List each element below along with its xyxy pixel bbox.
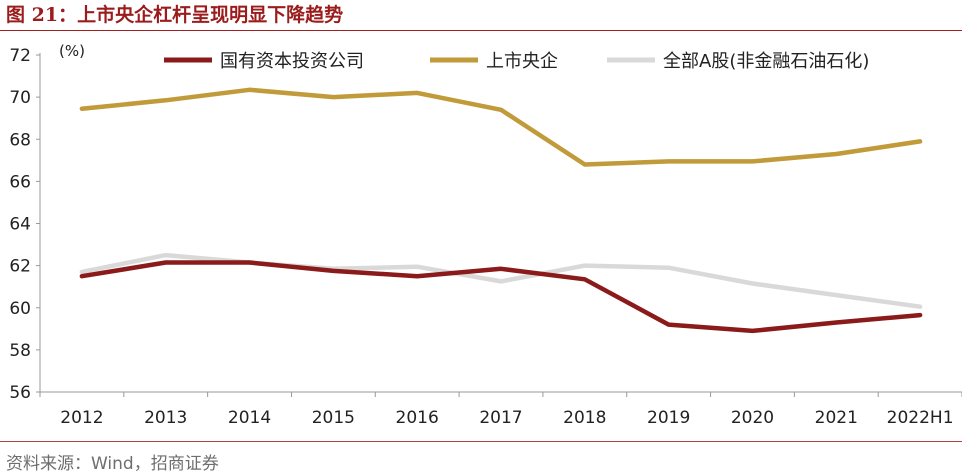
legend-label: 全部A股(非金融石油石化): [663, 51, 869, 72]
figure-title-text: 上市央企杠杆呈现明显下降趋势: [77, 4, 344, 26]
figure-number: 图 21：: [6, 4, 78, 26]
y-tick-label: 64: [9, 215, 31, 235]
y-tick-label: 58: [9, 341, 31, 361]
y-tick-label: 60: [9, 299, 31, 319]
x-tick-label: 2020: [731, 408, 774, 428]
y-tick-label: 72: [9, 46, 31, 66]
legend: 国有资本投资公司 上市央企 全部A股(非金融石油石化): [164, 51, 869, 72]
x-tick-label: 2022H1: [887, 408, 954, 428]
x-tick-label: 2019: [647, 408, 690, 428]
legend-label: 上市央企: [486, 51, 558, 72]
x-axis: 2012 2013 2014 2015 2016 2017 2018 2019 2020 2021…: [39, 391, 962, 428]
series-lines: [79, 87, 923, 334]
y-tick-label: 68: [9, 130, 31, 150]
x-tick-label: 2017: [479, 408, 522, 428]
y-tick-label: 62: [9, 257, 31, 277]
y-tick-label: 70: [9, 88, 31, 108]
x-tick-label: 2018: [563, 408, 606, 428]
figure-title: 图 21：上市央企杠杆呈现明显下降趋势: [6, 2, 343, 28]
x-tick-label: 2021: [815, 408, 858, 428]
y-unit-label: (%): [59, 42, 85, 60]
x-tick-label: 2012: [60, 408, 103, 428]
series-line-2: [79, 87, 923, 167]
source-note: 资料来源：Wind，招商证券: [6, 454, 219, 474]
series-line-3: [79, 252, 923, 309]
y-tick-label: 56: [9, 383, 31, 403]
x-tick-label: 2014: [228, 408, 271, 428]
footer-divider: [0, 441, 962, 442]
y-axis: 56 58 60 62 64 66 68 70 72: [9, 46, 41, 403]
title-divider: [0, 30, 962, 31]
y-tick-label: 66: [9, 172, 31, 192]
legend-label: 国有资本投资公司: [220, 51, 364, 72]
series-line-1: [79, 260, 923, 334]
x-tick-label: 2013: [144, 408, 187, 428]
x-tick-label: 2016: [396, 408, 439, 428]
x-tick-label: 2015: [312, 408, 355, 428]
